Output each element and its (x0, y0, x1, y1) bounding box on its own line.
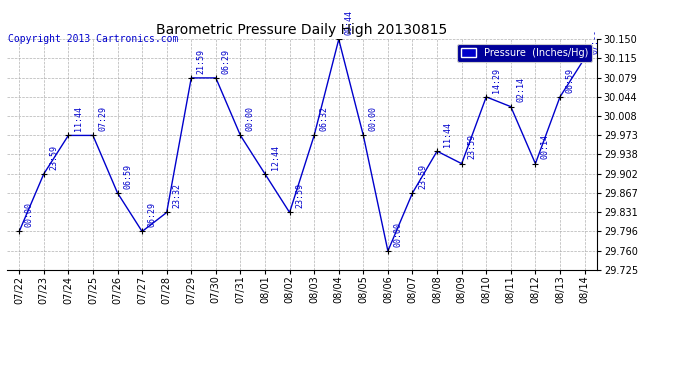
Text: 12:44: 12:44 (270, 145, 279, 170)
Text: 11:44: 11:44 (442, 122, 452, 147)
Text: 06:59: 06:59 (566, 68, 575, 93)
Text: 00:14: 00:14 (541, 135, 550, 159)
Text: 07:29: 07:29 (99, 106, 108, 131)
Text: 00:00: 00:00 (393, 222, 402, 247)
Text: 06:29: 06:29 (148, 202, 157, 227)
Text: 06:32: 06:32 (319, 106, 328, 131)
Text: 23:59: 23:59 (295, 183, 304, 209)
Text: 06:59: 06:59 (123, 164, 132, 189)
Legend: Pressure  (Inches/Hg): Pressure (Inches/Hg) (457, 44, 592, 62)
Text: 02:14: 02:14 (516, 78, 525, 102)
Text: 23:32: 23:32 (172, 183, 181, 209)
Text: Copyright 2013 Cartronics.com: Copyright 2013 Cartronics.com (8, 34, 179, 44)
Text: 00:00: 00:00 (246, 106, 255, 131)
Text: 23:59: 23:59 (418, 164, 427, 189)
Text: 00:00: 00:00 (369, 106, 378, 131)
Text: 11:44: 11:44 (74, 106, 83, 131)
Text: 14:29: 14:29 (492, 68, 501, 93)
Text: 09:44: 09:44 (344, 10, 353, 35)
Text: 23:59: 23:59 (467, 135, 476, 159)
Text: 07:--: 07:-- (590, 29, 599, 54)
Text: 23:59: 23:59 (49, 145, 59, 170)
Text: 00:00: 00:00 (25, 202, 34, 227)
Text: 06:29: 06:29 (221, 49, 230, 74)
Text: 21:59: 21:59 (197, 49, 206, 74)
Title: Barometric Pressure Daily High 20130815: Barometric Pressure Daily High 20130815 (156, 23, 448, 37)
